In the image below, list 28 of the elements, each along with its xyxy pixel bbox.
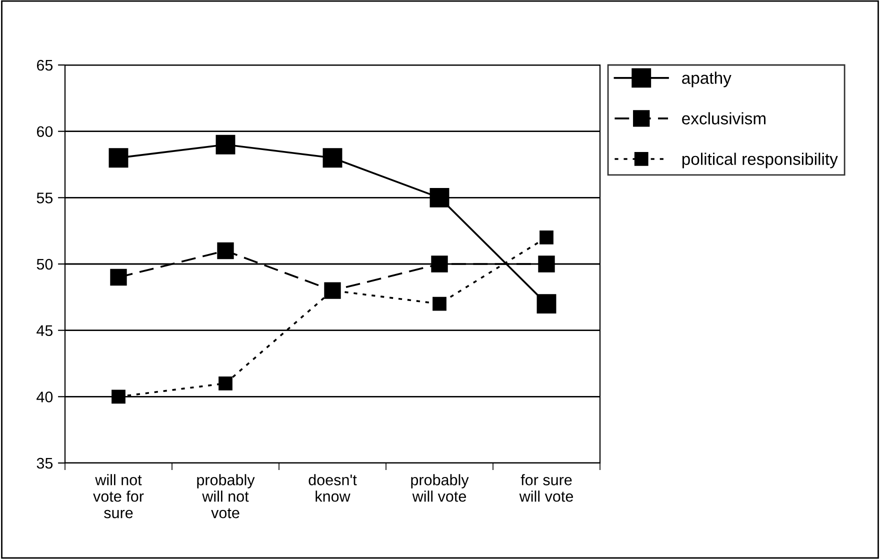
point [112,390,126,404]
point [322,148,342,168]
point [217,242,234,260]
point [430,188,450,208]
y-tick-label: 50 [36,258,53,270]
x-tick-label: probably will not vote [197,474,255,518]
x-tick-label: for sure will vote [519,474,573,502]
point [538,256,555,272]
point [218,376,232,390]
y-tick-label: 45 [36,325,53,336]
point [108,148,128,168]
x-tick-label: doesn't know [308,474,357,502]
x-tick-label: will not vote for sure [93,474,144,518]
y-tick-label: 55 [36,192,53,204]
x-tick-label: probably will vote [411,474,469,502]
point [216,134,236,154]
y-tick-label: 60 [36,126,53,138]
point [536,294,556,314]
y-tick-label: 65 [36,60,53,71]
y-tick-label: 40 [36,392,53,402]
point [432,296,446,311]
point [540,230,554,244]
point [110,268,127,286]
point [431,256,448,272]
legend-label: political responsibility [682,152,838,168]
y-tick-label: 35 [36,458,53,469]
legend-label: exclusivism [682,112,766,124]
legend-label: apathy [682,72,732,88]
